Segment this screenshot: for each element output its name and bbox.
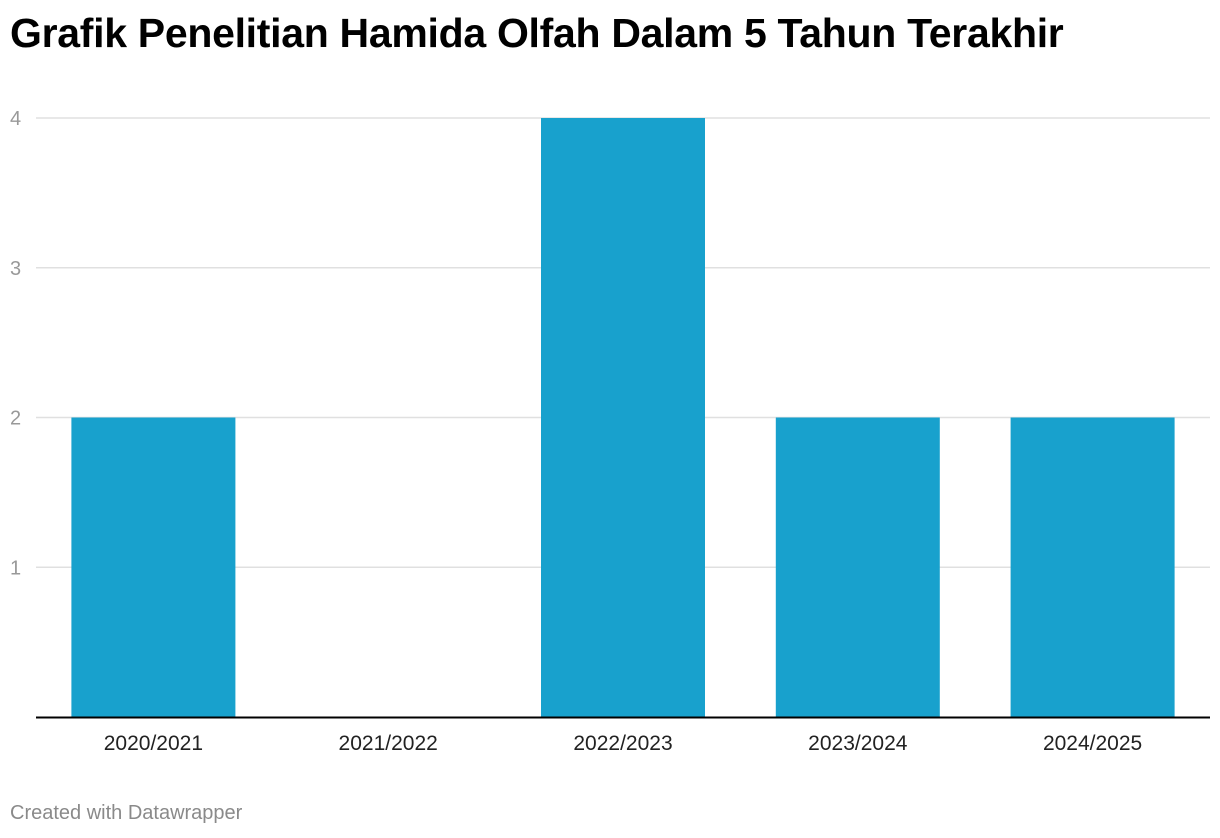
y-tick-label: 3 <box>10 258 21 280</box>
chart-title: Grafik Penelitian Hamida Olfah Dalam 5 T… <box>10 10 1064 56</box>
datawrapper-credit: Created with Datawrapper <box>10 802 243 824</box>
bars <box>71 118 1175 717</box>
y-tick-label: 2 <box>10 408 21 430</box>
bar-2020-2021 <box>71 417 236 717</box>
x-category-label: 2020/2021 <box>104 732 203 755</box>
y-axis-tick-labels: 1 2 3 4 <box>10 108 21 579</box>
y-tick-label: 1 <box>10 557 21 579</box>
x-axis-category-labels: 2020/2021 2021/2022 2022/2023 2023/2024 2024… <box>104 732 1142 755</box>
x-category-label: 2023/2024 <box>808 732 908 755</box>
bar-2022-2023 <box>541 118 705 717</box>
x-category-label: 2022/2023 <box>573 732 672 755</box>
x-category-label: 2024/2025 <box>1043 732 1142 755</box>
y-tick-label: 4 <box>10 108 21 130</box>
x-category-label: 2021/2022 <box>339 732 438 755</box>
bar-2024-2025 <box>1010 417 1175 717</box>
bar-2023-2024 <box>775 417 940 717</box>
